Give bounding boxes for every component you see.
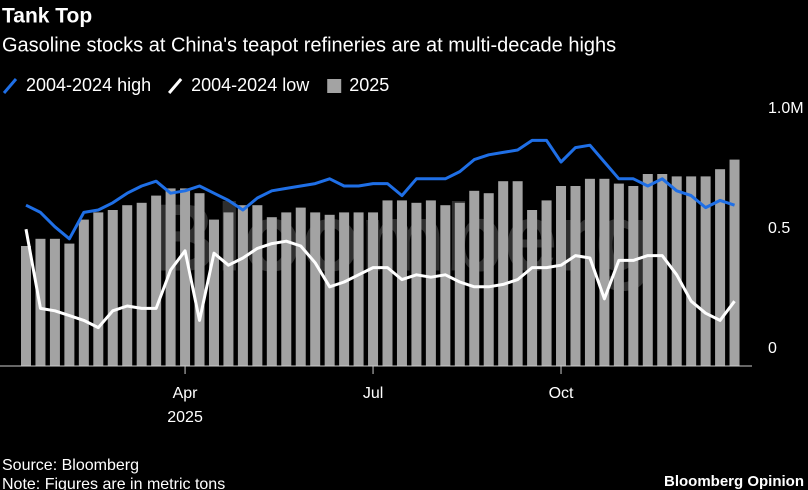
- bar: [599, 178, 610, 366]
- bar: [151, 195, 162, 366]
- bar: [93, 212, 104, 366]
- legend-swatch: [167, 78, 183, 94]
- bar: [454, 202, 465, 366]
- bar: [252, 205, 263, 366]
- bar: [295, 207, 306, 366]
- bar: [657, 174, 668, 366]
- bar: [440, 205, 451, 366]
- bar: [541, 200, 552, 366]
- bar: [396, 200, 407, 366]
- chart-title: Tank Top: [2, 5, 92, 28]
- bar: [411, 202, 422, 366]
- bar: [194, 193, 205, 366]
- bar: [642, 174, 653, 366]
- bar: [324, 214, 335, 366]
- legend-label: 2004-2024 low: [191, 75, 310, 95]
- legend-swatch: [2, 78, 18, 94]
- line: [25, 138, 736, 241]
- x-year-label: 2025: [167, 409, 203, 426]
- line: [24, 228, 736, 330]
- bar: [512, 181, 523, 366]
- bar: [266, 217, 277, 366]
- bar: [527, 210, 538, 366]
- bar: [339, 212, 350, 366]
- bar: [64, 243, 75, 366]
- bar: [584, 178, 595, 366]
- bar: [700, 176, 711, 366]
- legend-swatch: [327, 79, 342, 93]
- bar: [21, 246, 31, 366]
- chart-subtitle: Gasoline stocks at China's teapot refine…: [2, 34, 616, 56]
- bar: [122, 205, 133, 366]
- bar: [165, 188, 176, 366]
- bar: [556, 186, 567, 366]
- bar: [671, 176, 682, 366]
- bar: [425, 200, 436, 366]
- source: Source: Bloomberg: [2, 457, 139, 474]
- y-tick-label: 1.0M: [768, 100, 804, 117]
- bar: [136, 202, 147, 366]
- legend-label: 2004-2024 high: [26, 75, 151, 95]
- bar: [628, 186, 639, 366]
- bar: [223, 212, 234, 366]
- y-tick-label: 0: [768, 340, 777, 357]
- brand: Bloomberg Opinion: [664, 473, 804, 490]
- bar: [469, 190, 480, 366]
- bar: [498, 181, 509, 366]
- bar: [368, 212, 379, 366]
- bar: [180, 188, 191, 366]
- bar: [382, 200, 393, 366]
- x-tick-label: Jul: [363, 385, 383, 402]
- bar: [353, 212, 364, 366]
- bar: [483, 193, 494, 366]
- bar: [729, 159, 740, 366]
- bar: [686, 176, 697, 366]
- bar: [78, 219, 89, 366]
- bar: [310, 212, 321, 366]
- x-tick-label: Apr: [173, 385, 199, 402]
- x-tick-label: Oct: [549, 385, 574, 402]
- note: Note: Figures are in metric tons: [2, 476, 225, 490]
- bar: [715, 169, 726, 366]
- bar: [49, 238, 60, 366]
- bar: [107, 210, 118, 366]
- bar: [613, 183, 624, 366]
- y-tick-label: 0.5: [768, 220, 790, 237]
- bar: [237, 205, 248, 366]
- legend-label: 2025: [349, 75, 389, 95]
- bar: [208, 219, 219, 366]
- bar: [281, 212, 292, 366]
- bar: [570, 186, 581, 366]
